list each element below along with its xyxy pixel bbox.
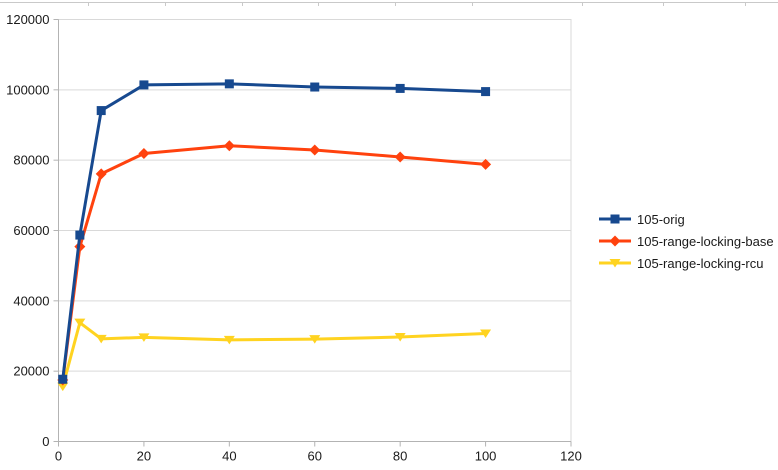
y-tick-label: 80000 [13, 153, 49, 168]
ruler-tick [663, 2, 664, 6]
square-marker-icon [224, 79, 234, 89]
legend-label: 105-orig [637, 211, 685, 227]
square-marker-icon [75, 230, 85, 240]
triangle-down-marker-icon [95, 334, 107, 344]
legend-label: 105-range-locking-base [637, 233, 774, 249]
square-marker-icon [310, 82, 320, 92]
ruler-tick [88, 2, 89, 6]
y-tick-label: 60000 [13, 223, 49, 238]
y-tick-label: 120000 [6, 12, 49, 27]
x-tick-label: 60 [308, 449, 322, 464]
x-tick-label: 20 [137, 449, 151, 464]
ruler-line [0, 2, 778, 3]
y-tick-label: 0 [42, 434, 49, 449]
square-legend-marker-icon [599, 214, 631, 224]
diamond-marker-icon [394, 151, 406, 163]
top-ruler [0, 0, 778, 8]
triangle-down-marker-icon [74, 318, 86, 328]
ruler-tick [395, 2, 396, 6]
chart-legend: 105-orig 105-range-locking-base 105-range-… [598, 208, 774, 274]
square-marker-icon [96, 106, 106, 116]
triangle-down-marker-icon [138, 333, 150, 342]
diamond-marker-icon [480, 158, 492, 170]
series-line-105-range-locking-rcu [61, 321, 488, 389]
diamond-marker-icon [223, 140, 235, 152]
square-marker-icon [481, 87, 491, 97]
triangle-down-marker-icon [394, 333, 406, 342]
y-tick-label: 100000 [6, 82, 49, 97]
ruler-tick [242, 2, 243, 6]
x-tick-label: 120 [560, 449, 582, 464]
square-marker-icon [395, 83, 405, 93]
series-line-105-range-locking-base [61, 144, 488, 382]
legend-item: 105-orig [598, 208, 774, 230]
y-tick-label: 20000 [13, 364, 49, 379]
triangle-down-legend-marker-icon [599, 259, 631, 268]
triangle-down-marker-icon [57, 382, 69, 392]
ruler-tick [745, 2, 746, 6]
ruler-tick [472, 2, 473, 6]
ruler-tick [582, 2, 583, 6]
legend-item: 105-range-locking-base [598, 230, 774, 252]
x-tick-label: 80 [393, 449, 407, 464]
square-marker-icon [58, 374, 68, 384]
triangle-down-marker-icon [480, 329, 492, 339]
x-tick-label: 40 [222, 449, 236, 464]
y-tick-label: 40000 [13, 293, 49, 308]
x-tick-label: 0 [55, 449, 62, 464]
ruler-tick [165, 2, 166, 6]
diamond-marker-icon [309, 144, 321, 156]
ruler-tick [318, 2, 319, 6]
legend-item: 105-range-locking-rcu [598, 252, 774, 274]
diamond-marker-icon [95, 168, 107, 180]
triangle-down-marker-icon [223, 335, 235, 345]
series-line-105-orig [61, 82, 488, 381]
diamond-marker-icon [138, 147, 150, 159]
diamond-legend-marker-icon [599, 235, 631, 247]
legend-label: 105-range-locking-rcu [637, 255, 764, 271]
x-tick-label: 100 [475, 449, 497, 464]
square-marker-icon [139, 80, 149, 90]
triangle-down-marker-icon [309, 335, 321, 344]
